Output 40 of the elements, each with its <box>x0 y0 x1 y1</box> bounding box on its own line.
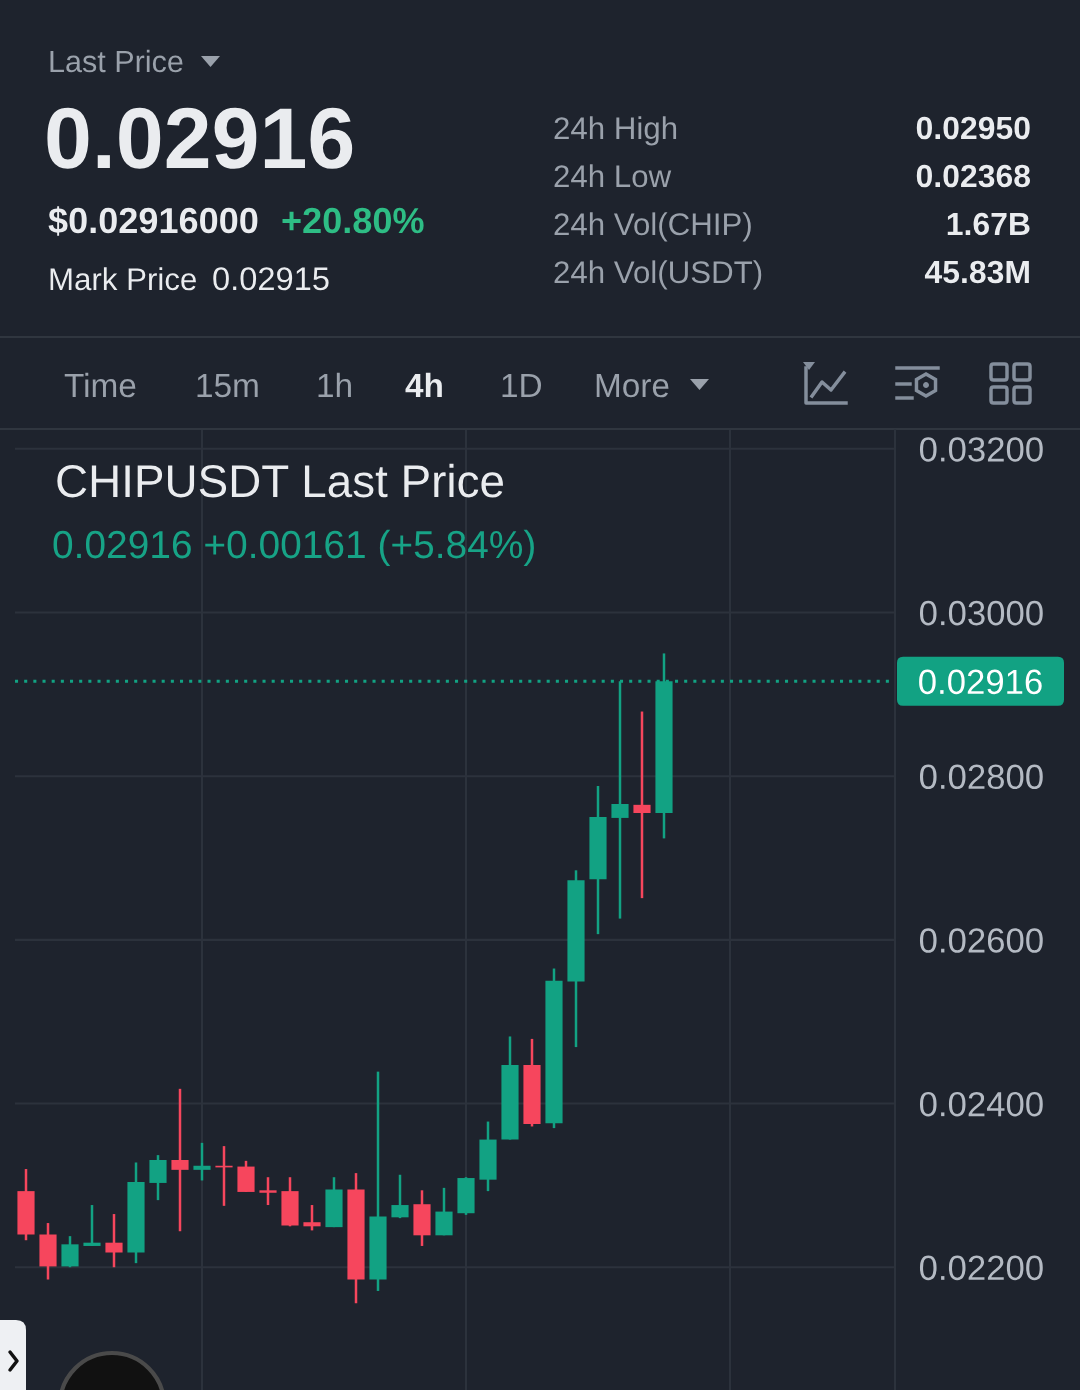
text: 1.67B <box>947 212 1030 236</box>
text: CHIPUSDT Last Price <box>57 463 503 498</box>
candlestick <box>193 1141 211 1182</box>
text: Last Price <box>50 49 183 73</box>
candlestick <box>435 1186 453 1237</box>
text: 15m <box>197 374 258 398</box>
text: 0.02916 <box>47 107 353 169</box>
text: Mark Price <box>50 267 196 291</box>
y-tick-label: 0.03200 <box>919 437 1043 462</box>
candlestick <box>303 1203 321 1232</box>
candlestick <box>391 1173 409 1220</box>
text: +20.80% <box>282 207 424 234</box>
candlestick <box>105 1212 123 1269</box>
text: 24h High <box>554 116 677 146</box>
text: 4h <box>405 372 442 397</box>
candlestick <box>83 1203 101 1248</box>
text: 0.02368 <box>916 164 1031 188</box>
text: 24h Vol(CHIP) <box>554 212 751 242</box>
text: 24h Vol(USDT) <box>554 260 762 290</box>
text: 0.02915 <box>213 267 329 291</box>
candlestick <box>61 1234 79 1269</box>
text: 0.02950 <box>916 116 1030 140</box>
y-tick-label: 0.02200 <box>919 1255 1043 1281</box>
text: 1D <box>502 374 542 397</box>
y-tick-label: 0.02600 <box>919 928 1043 953</box>
candlestick <box>171 1087 189 1233</box>
text: More <box>596 374 669 398</box>
text: Time <box>64 372 136 398</box>
candlestick <box>259 1175 277 1207</box>
y-tick-label: 0.02400 <box>919 1091 1043 1117</box>
candlestick <box>633 710 651 900</box>
text: 24h Low <box>554 164 672 188</box>
text: $0.02916000 <box>48 206 258 236</box>
text: 1h <box>318 372 351 397</box>
y-tick-label: 0.03000 <box>919 600 1043 626</box>
ref-line-label: 0.02916 <box>919 669 1042 695</box>
candlestick <box>149 1153 167 1202</box>
text: 0.02916 +0.00161 (+5.84%) <box>53 529 534 567</box>
text: 45.83M <box>924 260 1029 284</box>
y-tick-label: 0.02800 <box>919 764 1043 790</box>
